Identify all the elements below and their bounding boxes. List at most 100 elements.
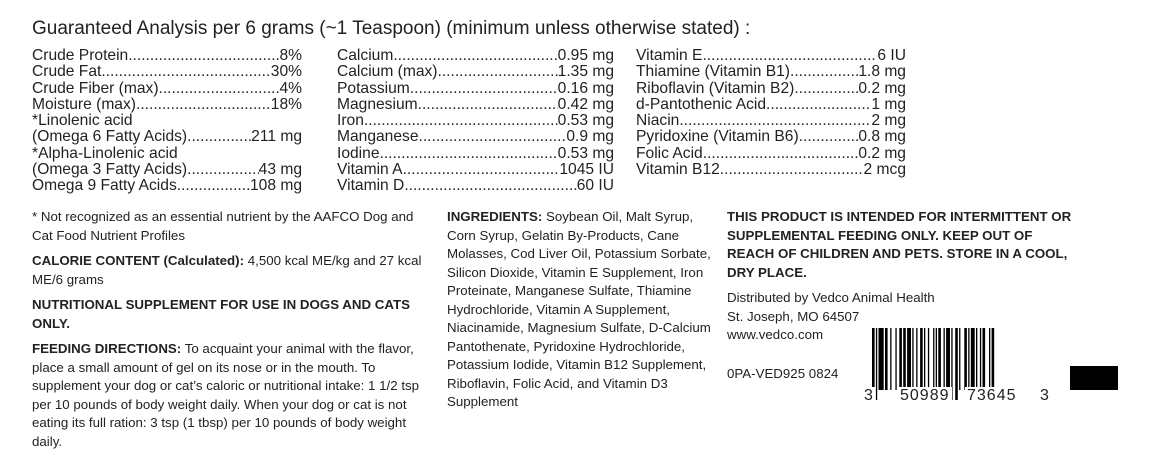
analysis-row: Vitamin D ..............................… <box>337 177 614 195</box>
dot-leader: ........................................… <box>766 96 871 113</box>
ingredients: INGREDIENTS: Soybean Oil, Malt Syrup, Co… <box>447 208 719 419</box>
barcode-bar <box>872 328 875 400</box>
lot-code: 0PA-VED925 0824 <box>727 365 839 381</box>
nutrient-label: Magnesium <box>337 95 418 113</box>
dot-leader: ........................................… <box>402 162 560 179</box>
barcode-group-1: 50989 <box>898 387 952 405</box>
nutrient-label: Potassium <box>337 79 410 97</box>
distributor-line2: St. Joseph, MO 64507 <box>727 308 860 324</box>
barcode-bar <box>933 328 935 390</box>
analysis-row: Crude Protein ..........................… <box>32 47 302 64</box>
nutrient-label: d-Pantothenic Acid <box>636 95 767 113</box>
analysis-row: Vitamin E ..............................… <box>636 47 906 64</box>
supplement-notice: NUTRITIONAL SUPPLEMENT FOR USE IN DOGS A… <box>32 296 427 333</box>
barcode-digit-left: 3 <box>862 387 875 405</box>
nutrient-value: 0.53 mg <box>557 112 614 130</box>
barcode-bar <box>924 328 926 390</box>
analysis-column-1: Crude Protein ..........................… <box>32 47 302 195</box>
barcode-bar <box>970 328 975 390</box>
dot-leader: ........................................… <box>135 96 271 113</box>
dot-leader: ........................................… <box>379 145 558 162</box>
dot-leader: ........................................… <box>363 113 558 130</box>
analysis-row: Riboflavin (Vitamin B2) ................… <box>636 79 906 97</box>
dot-leader: ........................................… <box>409 80 558 97</box>
barcode-digit-right: 3 <box>1038 387 1051 405</box>
dot-leader: ........................................… <box>158 80 280 97</box>
barcode-image <box>872 328 995 400</box>
barcode-bar <box>968 328 970 390</box>
supplement-notice-text: NUTRITIONAL SUPPLEMENT FOR USE IN DOGS A… <box>32 297 410 331</box>
nutrient-label: Vitamin D <box>337 177 405 195</box>
barcode-bar <box>946 328 950 390</box>
nutrient-label: Pyridoxine (Vitamin B6) <box>636 128 799 146</box>
analysis-column-3: Vitamin E ..............................… <box>636 47 906 179</box>
barcode-bar <box>916 328 918 390</box>
barcode-bar <box>982 328 986 390</box>
nutrient-label: *Alpha-Linolenic acid <box>32 144 178 162</box>
calorie-content: CALORIE CONTENT (Calculated): 4,500 kcal… <box>32 252 427 289</box>
analysis-row: Folic Acid .............................… <box>636 144 906 162</box>
barcode-bar <box>964 328 967 390</box>
barcode-bar <box>976 328 978 390</box>
barcode-bar <box>991 328 995 390</box>
nutrient-label: Thiamine (Vitamin B1) <box>636 63 790 81</box>
analysis-row: Moisture (max) .........................… <box>32 96 302 113</box>
barcode-bar <box>903 328 906 390</box>
ingredients-text: Soybean Oil, Malt Syrup, Corn Syrup, Gel… <box>447 209 711 409</box>
warning: THIS PRODUCT IS INTENDED FOR INTERMITTEN… <box>727 209 1072 280</box>
dot-leader: ........................................… <box>418 129 567 146</box>
nutrient-label: Riboflavin (Vitamin B2) <box>636 79 795 97</box>
nutrient-value: 2 mg <box>871 112 906 130</box>
analysis-row: d-Pantothenic Acid .....................… <box>636 95 906 113</box>
nutrient-value: 43 mg <box>258 161 302 179</box>
nutrient-value: 0.8 mg <box>858 128 906 146</box>
dot-leader: ........................................… <box>101 64 271 81</box>
nutrient-label: (Omega 6 Fatty Acids) <box>32 128 188 146</box>
analysis-row: *Linolenic acid <box>32 112 302 129</box>
nutrient-label: Calcium <box>337 47 394 64</box>
nutrient-value: 0.16 mg <box>557 79 614 97</box>
distributor-website: www.vedco.com <box>727 327 824 342</box>
barcode-bar <box>979 328 982 390</box>
barcode-bar <box>951 328 953 400</box>
analysis-row: (Omega 6 Fatty Acids) ..................… <box>32 128 302 146</box>
barcode-bar <box>955 328 958 400</box>
barcode-bar <box>875 328 878 400</box>
nutrient-value: 0.2 mg <box>858 79 906 97</box>
nutrient-label: Crude Protein <box>32 47 129 64</box>
nutrient-value: 0.53 mg <box>557 144 614 162</box>
barcode-bar <box>938 328 941 390</box>
black-mark <box>1070 366 1118 390</box>
nutrient-label: Folic Acid <box>636 144 703 162</box>
dot-leader: ........................................… <box>187 162 259 179</box>
nutrient-value: 6 IU <box>877 47 906 64</box>
dot-leader: ........................................… <box>393 48 558 64</box>
analysis-row: Thiamine (Vitamin B1) ..................… <box>636 63 906 81</box>
nutrient-label: (Omega 3 Fatty Acids) <box>32 161 188 179</box>
left-notes: * Not recognized as an essential nutrien… <box>32 208 427 458</box>
dot-leader: ........................................… <box>702 145 859 162</box>
nutrient-label: Omega 9 Fatty Acids <box>32 177 177 195</box>
nutrient-label: Crude Fiber (max) <box>32 79 159 97</box>
barcode-bar <box>890 328 892 390</box>
dot-leader: ........................................… <box>187 129 252 146</box>
barcode-bar <box>885 328 888 390</box>
barcode-group-2: 73645 <box>965 387 1019 405</box>
nutrient-label: Niacin <box>636 112 680 130</box>
analysis-row: Pyridoxine (Vitamin B6) ................… <box>636 128 906 146</box>
nutrient-label: Manganese <box>337 128 419 146</box>
analysis-row: Crude Fiber (max) ......................… <box>32 79 302 97</box>
feeding-text: To acquaint your animal with the flavor,… <box>32 341 420 449</box>
dot-leader: ........................................… <box>719 162 864 179</box>
nutrient-value: 60 IU <box>576 177 614 195</box>
nutrient-value: 0.2 mg <box>858 144 906 162</box>
dot-leader: ........................................… <box>437 64 558 81</box>
analysis-row: Vitamin B12 ............................… <box>636 161 906 179</box>
footnote: * Not recognized as an essential nutrien… <box>32 209 414 243</box>
nutrient-label: Crude Fat <box>32 63 102 81</box>
nutrient-value: 30% <box>270 63 302 81</box>
barcode-bar <box>927 328 930 390</box>
analysis-column-2: Calcium ................................… <box>337 47 614 195</box>
nutrient-value: 2 mcg <box>863 161 906 179</box>
nutrient-value: 1 mg <box>871 95 906 113</box>
